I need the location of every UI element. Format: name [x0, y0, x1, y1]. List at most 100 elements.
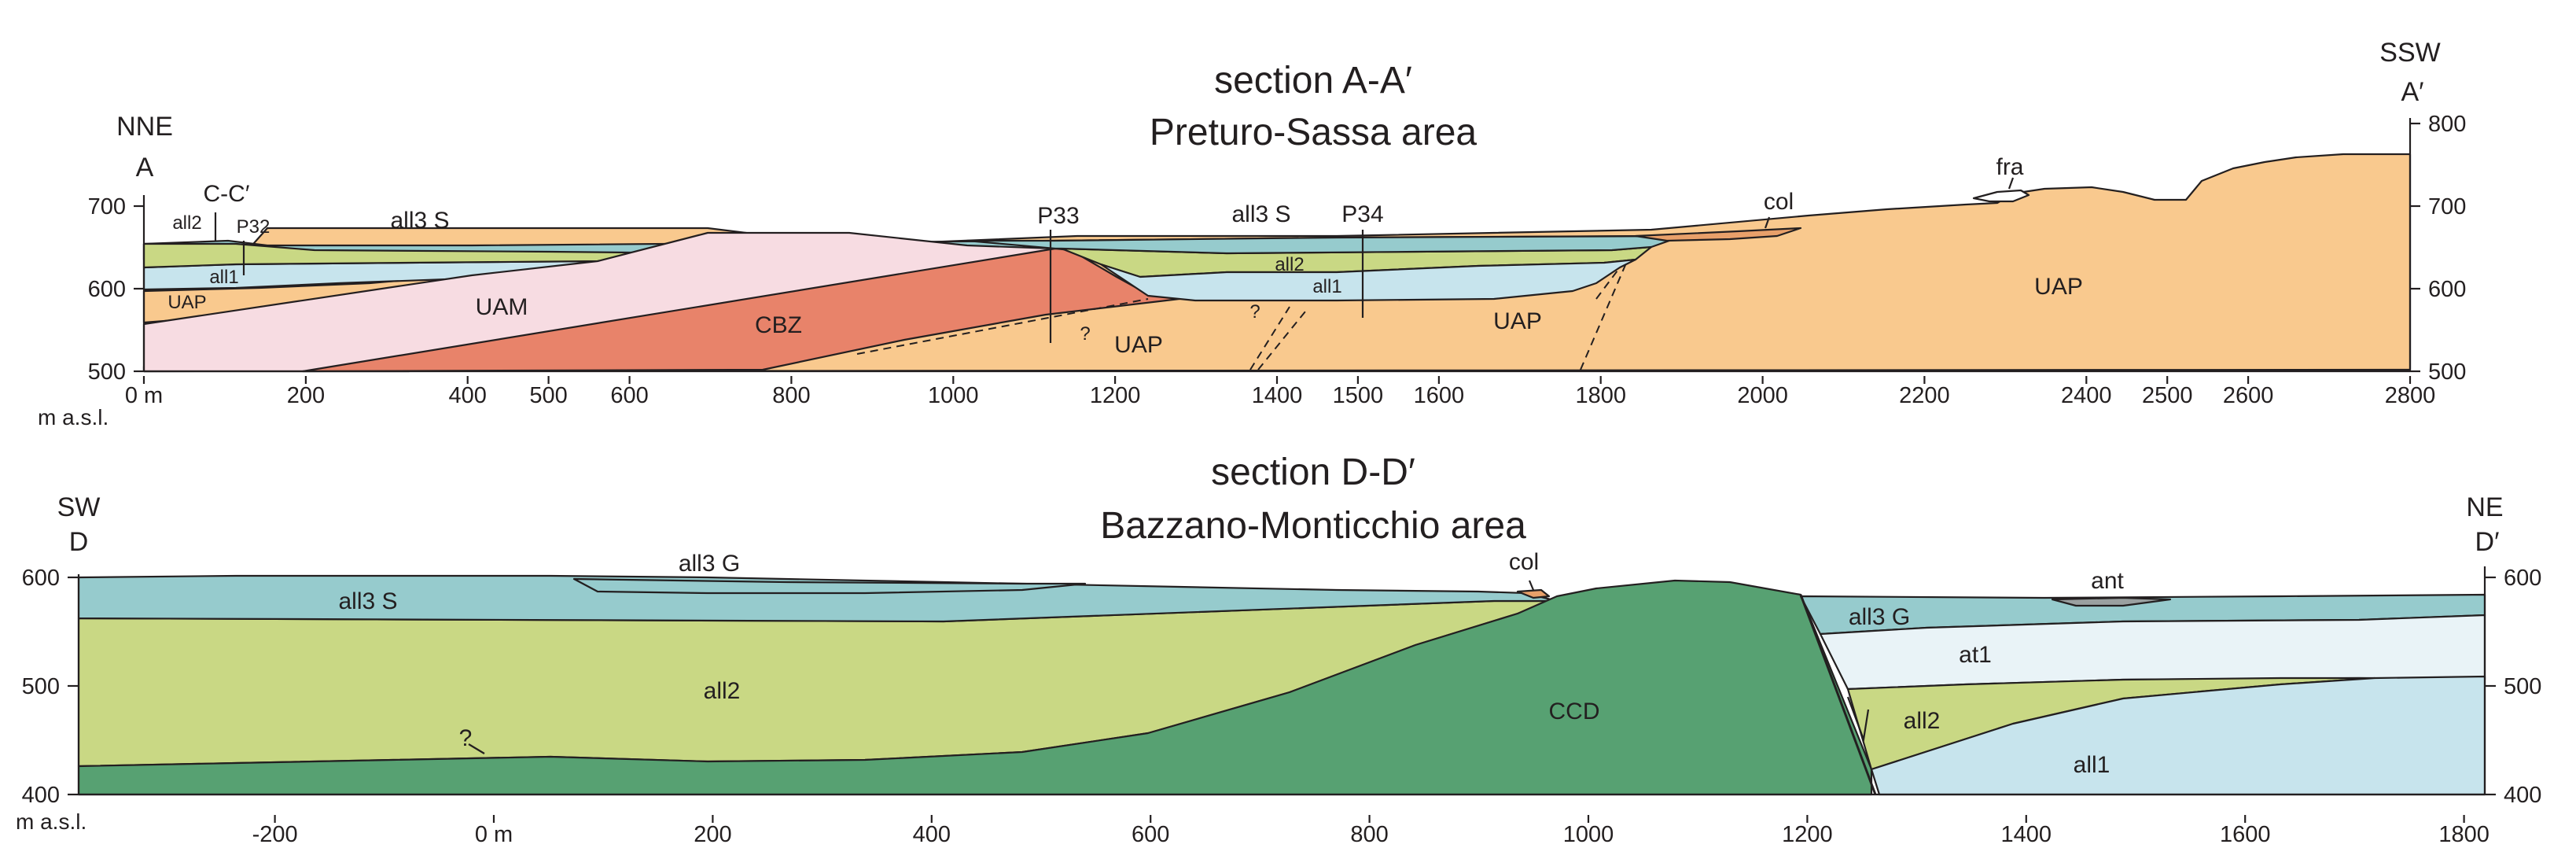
unit-col-wedge — [1634, 227, 1802, 242]
fault-line-d — [1799, 594, 1877, 795]
label-all2-left: all2 — [172, 212, 201, 234]
label-all1-left: all1 — [209, 267, 238, 288]
section-d — [68, 566, 2496, 796]
section-a-x-tick: 1000 — [928, 383, 979, 408]
fault-dashed-5 — [1595, 267, 1621, 300]
section-d-right-direction: NE — [2466, 492, 2503, 522]
section-a-right-tick-500: 500 — [2428, 359, 2466, 385]
section-a-left-tick-600: 600 — [88, 277, 126, 302]
section-a-right-tick-700: 700 — [2428, 194, 2466, 219]
label-uap-right: UAP — [1493, 308, 1542, 334]
unit-all3g-lens — [572, 577, 1087, 595]
label-uam: UAM — [476, 294, 528, 320]
section-d-left-tick-marks — [68, 576, 79, 796]
section-a-x-tick: 500 — [529, 383, 567, 408]
section-a-x-tick: 2500 — [2142, 383, 2193, 408]
section-d-left-direction: SW — [57, 492, 101, 522]
section-d-x-tick: 1200 — [1782, 822, 1833, 847]
label-all3g-right: all3 G — [1849, 604, 1910, 630]
section-a-left-tick-700: 700 — [88, 194, 126, 219]
label-all1-central: all1 — [1312, 276, 1341, 297]
section-d-subtitle: Bazzano-Monticchio area — [1100, 505, 1526, 547]
section-d-x-tick: 1800 — [2438, 822, 2490, 847]
section-d-x-tick: 800 — [1350, 822, 1388, 847]
section-a-elevation-unit: m a.s.l. — [38, 405, 109, 430]
label-well-p32: P32 — [237, 216, 270, 238]
section-a — [134, 118, 2420, 373]
section-d-x-tick: 200 — [694, 822, 731, 847]
section-a-left-direction: NNE — [116, 112, 173, 142]
section-a-left-point: A — [136, 153, 154, 182]
section-d-x-tick-labels: -200 0 m 200 400 600 800 1000 1200 1400 1600 1800 — [252, 815, 2490, 847]
section-a-x-tick: 1800 — [1575, 383, 1626, 408]
section-d-left-tick-600: 600 — [22, 566, 60, 591]
label-all3s-central: all3 S — [1231, 201, 1290, 227]
label-ccd: CCD — [1549, 699, 1600, 724]
label-all2-right: all2 — [1904, 708, 1941, 734]
label-uap-central: UAP — [1114, 332, 1163, 358]
label-at1: at1 — [1959, 642, 1992, 668]
section-d-x-tick: 400 — [913, 822, 951, 847]
query-mark-a1: ? — [1080, 323, 1090, 345]
label-well-p33: P33 — [1037, 203, 1079, 229]
col-leader-d — [1528, 580, 1535, 591]
fault-dashed-4 — [1580, 259, 1628, 371]
section-a-right-tick-600: 600 — [2428, 277, 2466, 302]
section-d-left-tick-500: 500 — [22, 674, 60, 699]
label-col: col — [1764, 189, 1794, 215]
section-a-x-tick: 2600 — [2223, 383, 2274, 408]
section-d-title: section D-D′ — [1211, 452, 1415, 493]
label-all2-left: all2 — [704, 678, 741, 704]
label-ant: ant — [2091, 568, 2124, 594]
unit-ant-lens — [2051, 596, 2172, 607]
section-d-x-tick: 0 m — [475, 822, 513, 847]
section-d-right-tick-400: 400 — [2504, 783, 2541, 808]
section-a-right-tick-marks — [2410, 122, 2420, 373]
section-a-x-tick: 1200 — [1090, 383, 1141, 408]
section-d-right-tick-marks — [2485, 576, 2496, 796]
label-fra: fra — [1996, 154, 2023, 180]
label-well-p34: P34 — [1341, 201, 1383, 227]
label-all2-central: all2 — [1275, 254, 1304, 275]
section-d-right-tick-600: 600 — [2504, 566, 2541, 591]
section-a-x-tick: 0 m — [125, 383, 163, 408]
section-d-x-tick: 1000 — [1563, 822, 1614, 847]
unit-fra-lens — [1972, 189, 2030, 203]
section-d-right-tick-500: 500 — [2504, 674, 2541, 699]
label-all3s-left: all3 S — [390, 208, 449, 234]
section-a-x-tick: 800 — [772, 383, 810, 408]
section-a-cross-ref: C-C′ — [204, 181, 250, 207]
section-a-x-tick: 1400 — [1252, 383, 1303, 408]
section-d-x-tick: -200 — [252, 822, 298, 847]
query-mark-a2: ? — [1249, 301, 1260, 323]
section-a-x-tick: 2800 — [2385, 383, 2436, 408]
section-a-title: section A-A′ — [1214, 60, 1412, 101]
section-a-x-tick: 1500 — [1333, 383, 1384, 408]
section-a-subtitle: Preturo-Sassa area — [1150, 112, 1478, 153]
section-d-left-tick-400: 400 — [22, 783, 60, 808]
section-d-x-tick: 1600 — [2220, 822, 2271, 847]
unit-all3s-band — [77, 574, 1558, 623]
section-a-x-tick: 1600 — [1414, 383, 1465, 408]
query-mark-d: ? — [459, 725, 473, 751]
section-a-right-direction: SSW — [2379, 38, 2440, 68]
section-d-elevation-unit: m a.s.l. — [16, 809, 86, 834]
section-a-x-tick: 200 — [287, 383, 325, 408]
section-d-right-point: D′ — [2475, 527, 2500, 557]
section-a-x-tick-labels: 0 m 200 400 500 600 800 1000 1200 1400 1500 1600 18… — [125, 376, 2435, 408]
col-leader — [1764, 216, 1771, 229]
unit-all3s-central — [966, 234, 1684, 255]
label-uap-left: UAP — [167, 292, 206, 313]
section-d-left-point: D — [69, 527, 89, 557]
label-all3g-left: all3 G — [679, 551, 740, 577]
fault-arrow-d — [1846, 696, 1870, 743]
section-d-x-tick: 1400 — [2001, 822, 2052, 847]
unit-ccd-body — [77, 579, 1873, 796]
label-all1-right: all1 — [2074, 752, 2110, 778]
section-a-right-tick-800: 800 — [2428, 112, 2466, 137]
section-d-x-tick: 600 — [1132, 822, 1169, 847]
section-a-right-point: A′ — [2401, 77, 2423, 107]
section-a-x-tick: 400 — [449, 383, 487, 408]
